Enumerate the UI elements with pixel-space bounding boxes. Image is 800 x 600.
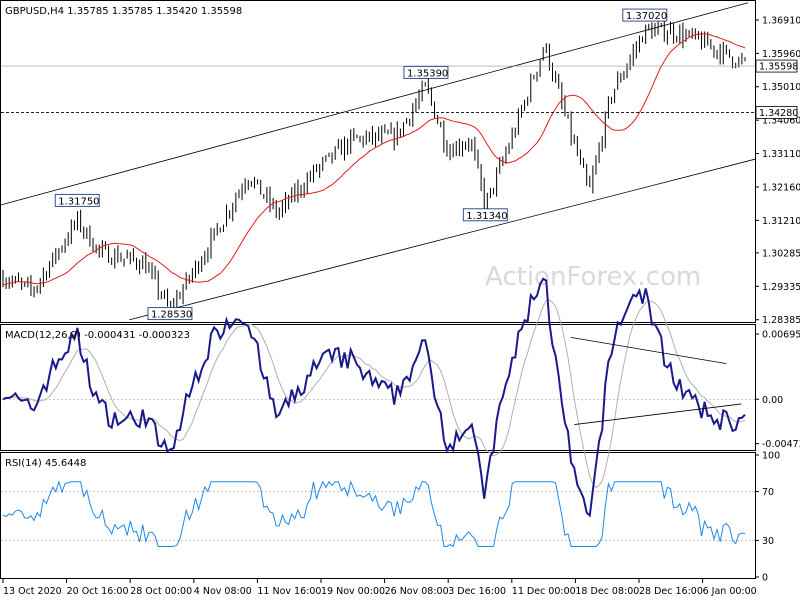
macd-tick-label: 0.006956 (762, 330, 800, 341)
macd-triangle-upper (570, 336, 727, 365)
rsi-panel (0, 452, 756, 579)
x-tick-label: 28 Dec 16:00 (639, 586, 703, 597)
x-tick-label: 19 Nov 00:00 (321, 586, 385, 597)
candles (2, 16, 746, 315)
price-tick-label: 1.30285 (762, 248, 800, 259)
rsi-tick-label: 100 (762, 451, 780, 462)
watermark: ActionForex.com (485, 262, 701, 292)
rsi-tick-label: 30 (762, 536, 774, 547)
rsi-tick-label: 70 (762, 487, 774, 498)
x-tick-label: 26 Nov 08:00 (385, 586, 449, 597)
x-tick-label: 13 Oct 2020 (3, 586, 62, 597)
rsi-line (2, 480, 746, 548)
price-annotation-box (622, 8, 668, 22)
macd-line (2, 277, 746, 518)
price-tick-label: 1.36910 (762, 15, 800, 26)
channel-lower-line (129, 158, 756, 321)
price-annotation-label: 1.28530 (151, 310, 192, 321)
rsi-header: RSI(14) 45.6448 (5, 458, 86, 469)
price-tick-label: 1.33110 (762, 149, 800, 160)
price-annotation-label: 1.31340 (466, 211, 507, 222)
x-tick-label: 20 Oct 16:00 (67, 586, 129, 597)
macd-tick-label: 0.00 (762, 395, 783, 406)
current-price-label: 1.35598 (759, 62, 798, 73)
rsi-tick-label: 0 (762, 573, 768, 584)
channel-upper-line (0, 2, 749, 206)
price-tick-label: 1.35960 (762, 49, 800, 60)
price-tick-label: 1.34060 (762, 116, 800, 127)
price-annotation-label: 1.35390 (407, 68, 448, 79)
level-price-box (755, 106, 798, 119)
symbol-header: GBPUSD,H4 1.35785 1.35785 1.35420 1.3559… (5, 6, 242, 17)
price-tick-label: 1.28385 (762, 315, 800, 326)
level-price-label: 1.34280 (759, 108, 798, 119)
x-tick-label: 6 Jan 00:00 (703, 586, 757, 597)
macd-triangle-lower (574, 403, 742, 425)
macd-tick-label: -0.004736 (762, 439, 800, 450)
price-annotation-box (147, 307, 193, 321)
x-tick-label: 3 Dec 16:00 (448, 586, 506, 597)
price-tick-label: 1.29335 (762, 282, 800, 293)
price-annotation-box (54, 193, 100, 207)
price-annotation-label: 1.31750 (58, 196, 99, 207)
x-tick-label: 11 Dec 00:00 (512, 586, 576, 597)
x-tick-label: 28 Oct 00:00 (130, 586, 192, 597)
moving-average-line (2, 33, 746, 286)
main-panel (0, 0, 756, 323)
x-tick-label: 18 Dec 08:00 (575, 586, 639, 597)
price-tick-label: 1.35010 (762, 82, 800, 93)
current-price-box (755, 59, 798, 73)
price-tick-label: 1.31210 (762, 216, 800, 227)
price-annotation-box (403, 65, 449, 79)
price-tick-label: 1.32160 (762, 182, 800, 193)
macd-header: MACD(12,26,9) -0.000431 -0.000323 (5, 330, 190, 341)
x-tick-label: 4 Nov 08:00 (194, 586, 252, 597)
price-annotation-box (462, 208, 508, 222)
price-annotation-label: 1.37020 (626, 11, 667, 22)
x-tick-label: 11 Nov 16:00 (257, 586, 321, 597)
